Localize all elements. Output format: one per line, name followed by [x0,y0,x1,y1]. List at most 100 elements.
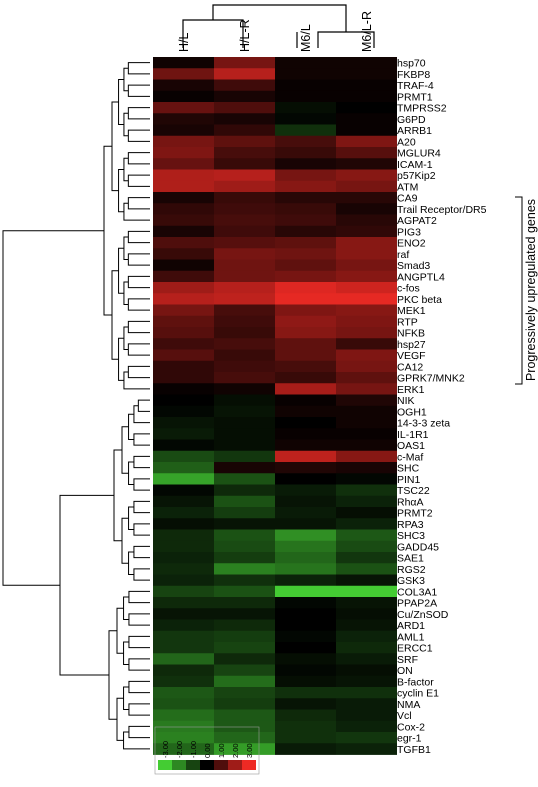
heatmap-cell [153,653,214,665]
row-label: CA12 [397,361,423,373]
legend-swatch [200,760,214,770]
heatmap-cell [153,698,214,710]
row-label: GADD45 [397,541,439,553]
heatmap-cell [275,563,336,575]
row-label: ICAM-1 [397,159,433,171]
dendrogram-branch [127,365,150,379]
row-label: G6PD [397,114,426,126]
heatmap-cell [214,338,275,350]
heatmap-cell [336,349,397,362]
heatmap-cell [153,57,214,69]
heatmap-cell [275,214,336,227]
heatmap-cell [275,630,336,643]
row-label: ERCC1 [397,643,433,655]
heatmap-cell [153,383,214,395]
row-label: PRMT2 [397,508,433,520]
heatmap-cell [214,709,275,722]
heatmap-cell [153,495,214,508]
dendrogram-branch [118,337,124,381]
heatmap-cell [275,439,336,452]
heatmap-cell [214,147,275,159]
dendrogram-branch [128,551,134,575]
dendrogram-branch [123,686,129,710]
dendrogram-branch [2,230,104,586]
dendrogram-branch [118,79,124,125]
heatmap-cell [336,462,397,474]
legend-swatch [228,760,242,770]
heatmap-cell [275,259,336,272]
heatmap-cell [214,630,275,643]
heatmap-cell [275,574,336,587]
dendrogram-branch [127,62,150,75]
dendrogram-branch [116,607,124,654]
dendrogram-branch [128,658,150,671]
dendrogram-branch [137,399,150,412]
heatmap-cell [275,394,336,407]
heatmap-cell [214,372,275,384]
heatmap-cell [214,248,275,260]
row-label: ARRB1 [397,125,432,137]
heatmap-cell [275,597,336,609]
heatmap-cell [153,540,214,553]
row-label: AML1 [397,631,425,643]
heatmap-cell [153,619,214,632]
heatmap-cell [275,552,336,564]
row-label: PPAP2A [397,598,437,610]
heatmap-cell [153,484,214,497]
heatmap-cell [336,124,397,137]
dendrogram-branch [128,506,134,530]
heatmap-cell [336,158,397,170]
row-label: Cu/ZnSOD [397,609,449,621]
heatmap-cell [214,124,275,137]
heatmap-cell [153,687,214,699]
row-label: 14-3-3 zeta [397,418,450,430]
heatmap-cell [275,158,336,170]
heatmap-cell [153,473,214,485]
row-label: AGPAT2 [397,215,437,227]
dendrogram-branch [128,725,150,739]
heatmap-cell [336,664,397,677]
dendrogram-branch [133,433,150,446]
dendrogram-branch [123,326,129,350]
heatmap-cell [336,450,397,463]
dendrogram-branch [123,641,129,665]
row-label: NFKB [397,328,425,340]
heatmap-cell [275,124,336,137]
row-label: MGLUR4 [397,148,441,160]
dendrogram-branch [128,635,150,649]
column-label: M6/L-R [360,11,374,52]
heatmap-cell [214,327,275,339]
heatmap-cell [336,304,397,317]
heatmap-cell [275,79,336,92]
dendrogram-branch [128,461,134,485]
heatmap-cell [336,169,397,182]
heatmap-cell [336,327,397,339]
row-label: TRAF-4 [397,80,434,92]
heatmap-cell [275,732,336,744]
heatmap-cell [275,57,336,69]
heatmap-cell [153,439,214,452]
row-label: PRMT1 [397,91,433,103]
dendrogram-branch [128,613,150,626]
heatmap-cell [336,720,397,733]
column-label: H/L [177,33,191,53]
heatmap-cell [153,608,214,620]
legend-frame [154,726,260,775]
legend-swatch [214,760,228,770]
heatmap-cell [214,743,275,755]
legend-tick-label: 0.00 [203,743,212,758]
row-label: cyclin E1 [397,688,439,700]
dendrogram-branch [133,523,150,536]
heatmap-cell [153,518,214,530]
heatmap-cell [336,417,397,429]
heatmap-cell [214,619,275,632]
row-label: B-factor [397,676,434,688]
row-dendrogram [2,62,150,750]
row-label: IL-1R1 [397,429,429,441]
heatmap-cell [153,417,214,429]
heatmap-cell [275,203,336,215]
heatmap-cell [153,102,214,114]
heatmap-cell [275,518,336,530]
heatmap-cell [214,720,275,733]
